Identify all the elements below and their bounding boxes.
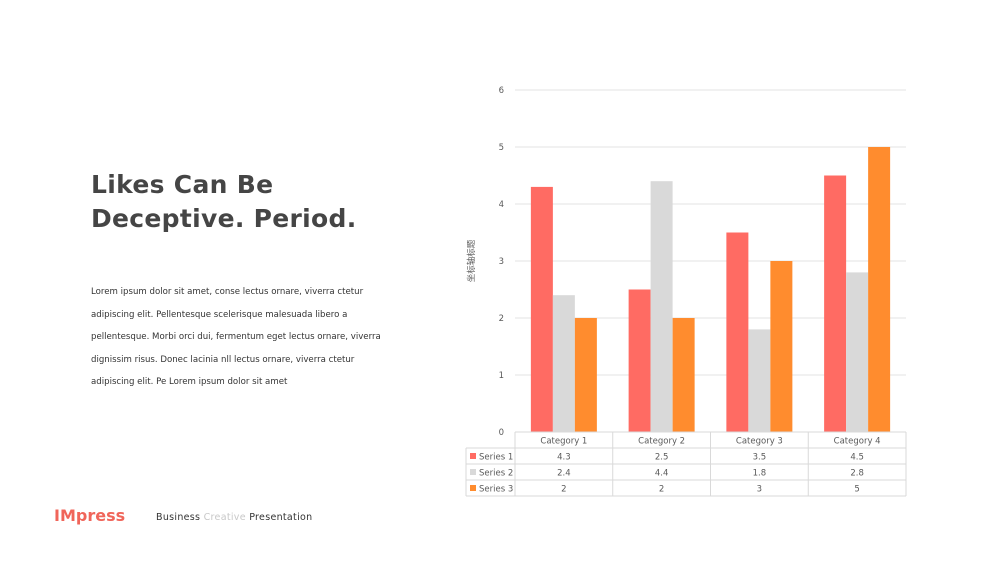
table-value-series1-cat1: 4.3 <box>557 453 571 463</box>
legend-label-series1: Series 1 <box>479 453 513 463</box>
table-value-series3-cat4: 5 <box>854 485 859 495</box>
table-value-series2-cat4: 2.8 <box>850 469 864 479</box>
legend-label-series3: Series 3 <box>479 485 513 495</box>
bar-series3-cat2 <box>672 318 695 432</box>
bar-series3-cat3 <box>770 261 793 432</box>
table-value-series2-cat1: 2.4 <box>557 469 571 479</box>
body-line-1: Lorem ipsum dolor sit amet, conse lectus… <box>91 287 364 297</box>
y-tick-label-2: 2 <box>499 314 504 324</box>
tagline-creative: Creative <box>203 512 246 523</box>
bar-series3-cat4 <box>868 147 891 432</box>
legend-key-series3 <box>470 485 476 491</box>
table-value-series1-cat2: 2.5 <box>655 453 669 463</box>
slide-headline: Likes Can Be Deceptive. Period. <box>91 168 421 236</box>
body-paragraph: Lorem ipsum dolor sit amet, conse lectus… <box>91 281 391 394</box>
y-tick-label-0: 0 <box>499 428 504 438</box>
table-value-series3-cat3: 3 <box>757 485 762 495</box>
headline-line-1: Likes Can Be <box>91 170 274 199</box>
body-line-3: pellentesque. Morbi orci dui, fermentum … <box>91 332 381 342</box>
category-label-1: Category 1 <box>540 437 587 447</box>
legend-key-series1 <box>470 453 476 459</box>
table-value-series3-cat1: 2 <box>561 485 566 495</box>
table-value-series2-cat3: 1.8 <box>753 469 767 479</box>
footer-tagline: Business Creative Presentation <box>156 512 312 523</box>
legend-key-series2 <box>470 469 476 475</box>
category-label-3: Category 3 <box>736 437 783 447</box>
bar-series2-cat3 <box>748 329 771 432</box>
headline-line-2: Deceptive. Period. <box>91 204 357 233</box>
legend-label-series2: Series 2 <box>479 469 513 479</box>
bar-series2-cat1 <box>552 295 575 432</box>
y-tick-label-4: 4 <box>499 200 504 210</box>
table-value-series2-cat2: 4.4 <box>655 469 669 479</box>
bar-series1-cat3 <box>726 232 749 432</box>
category-label-2: Category 2 <box>638 437 685 447</box>
tagline-business: Business <box>156 512 201 523</box>
body-line-4: dignissim risus. Donec lacinia nll lectu… <box>91 354 355 365</box>
y-tick-label-1: 1 <box>499 371 504 381</box>
y-tick-label-5: 5 <box>499 143 504 153</box>
bar-series2-cat4 <box>846 272 869 432</box>
brand-logo: IMpress <box>54 506 126 525</box>
body-line-5: adipiscing elit. Pe Lorem ipsum dolor si… <box>91 377 288 387</box>
bar-series1-cat1 <box>530 186 553 432</box>
category-label-4: Category 4 <box>834 437 881 447</box>
y-axis-title: 坐标轴标题 <box>466 239 477 282</box>
table-value-series3-cat2: 2 <box>659 485 664 495</box>
bar-series3-cat1 <box>574 318 597 432</box>
body-line-2: adipiscing elit. Pellentesque scelerisqu… <box>91 309 348 320</box>
y-tick-label-3: 3 <box>499 257 504 267</box>
bar-series1-cat2 <box>628 289 651 432</box>
bar-series1-cat4 <box>824 175 847 432</box>
tagline-presentation: Presentation <box>249 512 313 523</box>
table-value-series1-cat3: 3.5 <box>753 453 767 463</box>
table-value-series1-cat4: 4.5 <box>850 453 864 463</box>
bar-series2-cat2 <box>650 181 673 432</box>
y-tick-label-6: 6 <box>499 86 504 96</box>
